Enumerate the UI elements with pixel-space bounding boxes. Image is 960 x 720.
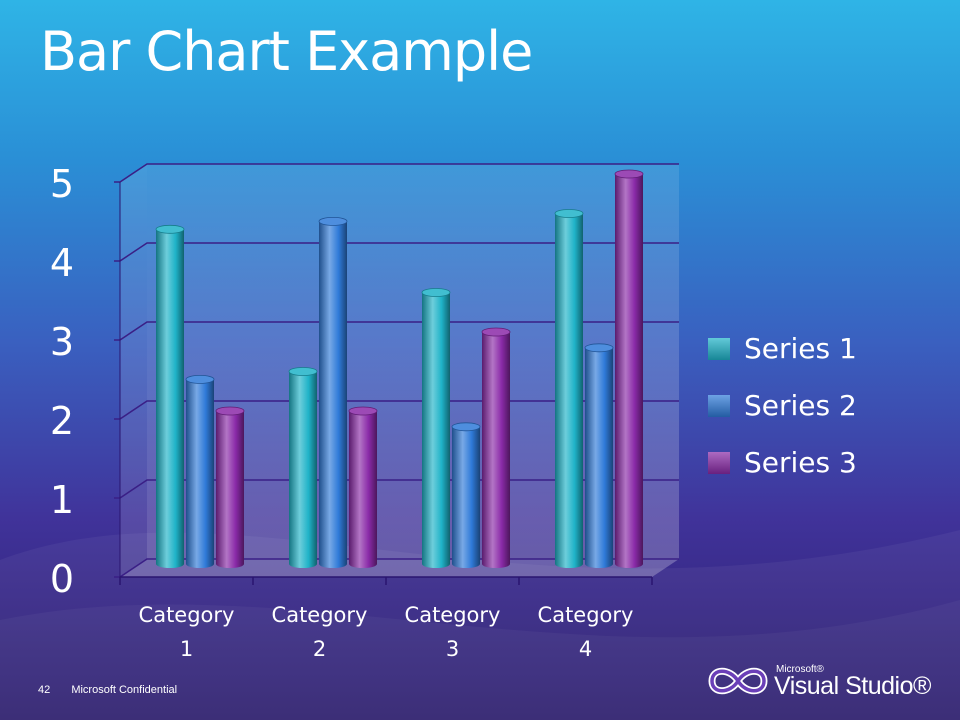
y-tick-label: 0 [50,557,74,601]
gridline [114,163,679,183]
logo-brand: Microsoft® [776,664,824,675]
bar [554,209,584,568]
legend-item: Series 3 [708,434,908,491]
bar [348,406,378,568]
legend-item: Series 1 [708,320,908,377]
slide-footer: 42 Microsoft Confidential [38,684,177,696]
legend-item: Series 2 [708,377,908,434]
x-tick-label: Category [139,603,235,627]
slide-title: Bar Chart Example [40,20,533,83]
bar [318,216,348,568]
x-tick-label: 1 [180,637,193,661]
chart-floor [120,559,679,577]
x-tick-label: 2 [313,637,326,661]
logo-product: Visual Studio® [774,672,931,700]
legend-label: Series 2 [744,389,857,422]
gridline [114,321,679,341]
page-number: 42 [38,684,51,696]
bar [421,288,451,568]
gridline [114,242,679,262]
gridline [114,558,679,578]
bar [215,406,245,568]
y-tick-label: 1 [50,478,74,522]
y-tick-label: 5 [50,162,74,206]
bar [481,327,511,568]
visual-studio-logo: Microsoft® Visual Studio® [706,660,936,710]
legend-label: Series 3 [744,446,857,479]
y-tick-label: 4 [50,241,74,285]
bar [614,169,644,568]
gridline [114,479,679,499]
y-tick-label: 2 [50,399,74,443]
confidential-label: Microsoft Confidential [71,684,178,696]
legend-swatch [708,394,730,417]
y-tick-label: 3 [50,320,74,364]
infinity-icon [708,667,768,695]
bar [451,422,481,568]
bar [155,224,185,569]
bar [584,343,614,568]
x-tick-label: Category [405,603,501,627]
x-tick-label: Category [272,603,368,627]
gridline [114,400,679,420]
x-tick-label: 4 [579,637,592,661]
legend-label: Series 1 [744,332,857,365]
chart-side-wall [120,164,147,577]
x-tick-label: 3 [446,637,459,661]
chart-legend: Series 1 Series 2 Series 3 [708,320,908,491]
legend-swatch [708,337,730,360]
bar [185,374,215,568]
legend-swatch [708,451,730,474]
bar [288,367,318,568]
x-tick-label: Category [538,603,634,627]
